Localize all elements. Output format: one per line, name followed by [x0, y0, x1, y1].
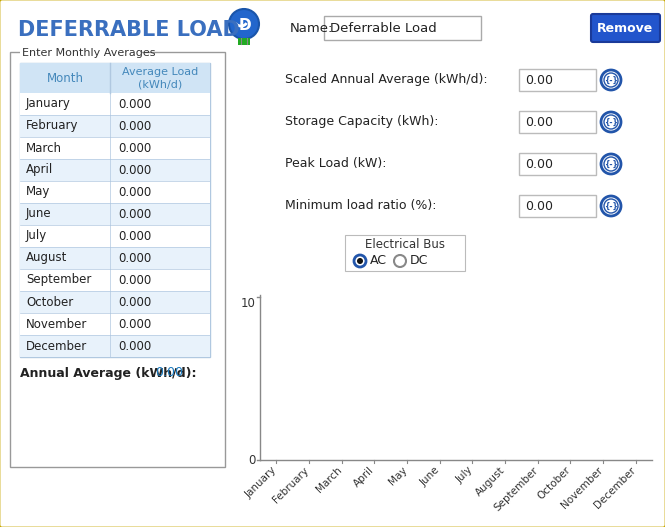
FancyBboxPatch shape: [20, 137, 210, 159]
Text: November: November: [26, 317, 87, 330]
Text: October: October: [535, 465, 573, 502]
Text: September: September: [26, 274, 91, 287]
FancyBboxPatch shape: [238, 295, 652, 460]
Text: 0.000: 0.000: [118, 229, 151, 242]
Text: {-}: {-}: [604, 118, 618, 126]
FancyBboxPatch shape: [20, 93, 210, 115]
Text: Storage Capacity (kWh):: Storage Capacity (kWh):: [285, 115, 438, 129]
FancyBboxPatch shape: [324, 16, 481, 40]
FancyBboxPatch shape: [10, 52, 225, 467]
Text: Name:: Name:: [290, 22, 333, 34]
Text: Annual Average (kWh/d):: Annual Average (kWh/d):: [20, 366, 196, 379]
FancyBboxPatch shape: [20, 203, 210, 225]
Text: 0.000: 0.000: [118, 163, 151, 177]
Text: D: D: [239, 17, 251, 33]
Text: August: August: [26, 251, 67, 265]
Circle shape: [601, 196, 621, 216]
Text: Month: Month: [47, 72, 84, 84]
Text: AC: AC: [370, 255, 387, 268]
Text: DEFERRABLE LOAD: DEFERRABLE LOAD: [18, 20, 240, 40]
FancyBboxPatch shape: [20, 47, 142, 58]
FancyBboxPatch shape: [238, 38, 250, 45]
FancyBboxPatch shape: [20, 159, 210, 181]
Text: Electrical Bus: Electrical Bus: [365, 239, 445, 251]
Text: 0.000: 0.000: [118, 186, 151, 199]
Text: 0: 0: [249, 454, 256, 466]
Text: 0.00: 0.00: [155, 366, 183, 379]
Text: September: September: [492, 465, 540, 513]
Text: June: June: [26, 208, 52, 220]
Text: 0.000: 0.000: [118, 120, 151, 132]
FancyBboxPatch shape: [519, 153, 596, 175]
Text: {-}: {-}: [604, 75, 618, 84]
Text: 0.000: 0.000: [118, 317, 151, 330]
Text: 0.000: 0.000: [118, 339, 151, 353]
Text: April: April: [352, 465, 376, 489]
FancyBboxPatch shape: [20, 269, 210, 291]
Circle shape: [394, 255, 406, 267]
Text: December: December: [26, 339, 87, 353]
Circle shape: [604, 115, 618, 129]
FancyBboxPatch shape: [20, 247, 210, 269]
Text: January: January: [243, 465, 279, 500]
Text: 0.000: 0.000: [118, 142, 151, 154]
FancyBboxPatch shape: [519, 69, 596, 91]
Circle shape: [604, 73, 618, 87]
Text: February: February: [271, 465, 311, 505]
FancyBboxPatch shape: [20, 225, 210, 247]
Text: Remove: Remove: [597, 22, 653, 34]
FancyBboxPatch shape: [20, 115, 210, 137]
Text: 0.000: 0.000: [118, 274, 151, 287]
Text: Peak Load (kW):: Peak Load (kW):: [285, 158, 386, 171]
Text: July: July: [26, 229, 47, 242]
Circle shape: [601, 112, 621, 132]
Text: February: February: [26, 120, 78, 132]
Text: July: July: [454, 465, 474, 485]
FancyBboxPatch shape: [519, 195, 596, 217]
Text: Minimum load ratio (%):: Minimum load ratio (%):: [285, 200, 436, 212]
Text: March: March: [26, 142, 62, 154]
Text: May: May: [26, 186, 51, 199]
Text: 0.000: 0.000: [118, 208, 151, 220]
Text: October: October: [26, 296, 73, 308]
Text: Deferrable Load: Deferrable Load: [330, 22, 437, 34]
Text: DC: DC: [410, 255, 428, 268]
Circle shape: [229, 9, 259, 39]
FancyBboxPatch shape: [20, 313, 210, 335]
Text: 0.000: 0.000: [118, 251, 151, 265]
Circle shape: [354, 255, 366, 267]
FancyBboxPatch shape: [519, 111, 596, 133]
Text: August: August: [474, 465, 507, 498]
Text: April: April: [26, 163, 53, 177]
FancyBboxPatch shape: [591, 14, 660, 42]
FancyBboxPatch shape: [20, 63, 210, 357]
FancyBboxPatch shape: [20, 63, 210, 93]
Text: {-}: {-}: [604, 160, 618, 169]
Circle shape: [604, 157, 618, 171]
FancyBboxPatch shape: [345, 235, 465, 271]
Text: March: March: [314, 465, 344, 494]
Circle shape: [604, 199, 618, 213]
Text: November: November: [560, 465, 605, 510]
Text: January: January: [26, 97, 71, 111]
Text: {-}: {-}: [604, 201, 618, 210]
Text: 0.000: 0.000: [118, 296, 151, 308]
Text: 0.00: 0.00: [525, 73, 553, 86]
Text: June: June: [418, 465, 442, 488]
Text: 0.000: 0.000: [118, 97, 151, 111]
Text: 0.00: 0.00: [525, 200, 553, 212]
Text: 0.00: 0.00: [525, 115, 553, 129]
Circle shape: [601, 70, 621, 90]
Text: December: December: [593, 465, 638, 510]
FancyBboxPatch shape: [20, 291, 210, 313]
Text: May: May: [387, 465, 409, 487]
Text: Enter Monthly Averages: Enter Monthly Averages: [22, 48, 156, 58]
FancyBboxPatch shape: [20, 335, 210, 357]
Text: 0.00: 0.00: [525, 158, 553, 171]
Text: 10: 10: [241, 297, 256, 310]
Text: Scaled Annual Average (kWh/d):: Scaled Annual Average (kWh/d):: [285, 73, 487, 86]
Circle shape: [357, 258, 363, 264]
Circle shape: [601, 154, 621, 174]
FancyBboxPatch shape: [20, 181, 210, 203]
